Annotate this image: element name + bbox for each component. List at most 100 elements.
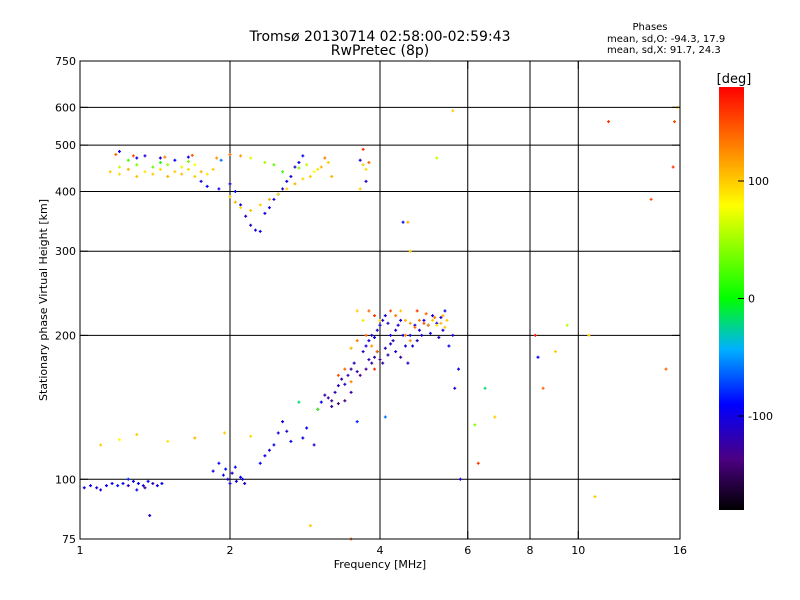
x-tick-label: 2 (227, 544, 234, 557)
data-point (378, 323, 382, 327)
data-point (443, 309, 447, 313)
data-point (399, 318, 403, 322)
data-point (155, 484, 159, 488)
colorbar-tick-label: -100 (748, 410, 773, 423)
colorbar-tick-label: 100 (748, 175, 769, 188)
data-point (234, 479, 238, 483)
data-point (323, 393, 327, 397)
data-point (166, 439, 170, 443)
data-point (361, 318, 365, 322)
data-point (408, 333, 412, 337)
data-point (453, 386, 457, 390)
data-point (267, 197, 271, 201)
data-point (671, 165, 675, 169)
data-point (383, 415, 387, 419)
data-point (399, 309, 403, 313)
data-point (428, 331, 432, 335)
data-point (408, 321, 412, 325)
data-point (364, 367, 368, 371)
data-point (381, 361, 385, 365)
data-point (367, 339, 371, 343)
data-point (215, 156, 219, 160)
data-point (375, 350, 379, 354)
data-point (364, 167, 368, 171)
x-tick-label: 16 (673, 544, 687, 557)
data-point (239, 203, 243, 207)
data-point (364, 179, 368, 183)
data-point (373, 355, 377, 359)
data-point (143, 170, 147, 174)
data-point (239, 154, 243, 158)
data-point (281, 187, 285, 191)
data-point (135, 488, 139, 492)
data-point (151, 172, 155, 176)
data-point (135, 163, 139, 167)
data-point (370, 333, 374, 337)
data-point (230, 471, 234, 475)
data-point (435, 323, 439, 327)
data-point (126, 484, 130, 488)
x-tick-label: 10 (571, 544, 585, 557)
data-point (186, 160, 190, 164)
data-point (649, 197, 653, 201)
data-point (383, 346, 387, 350)
data-point (233, 200, 237, 204)
data-point (114, 153, 118, 157)
chart-subtitle: RwPretec (8p) (331, 43, 429, 59)
data-point (361, 147, 365, 151)
data-point (110, 481, 114, 485)
data-point (439, 315, 443, 319)
data-point (417, 328, 421, 332)
data-point (343, 367, 347, 371)
data-point (367, 309, 371, 313)
data-point (312, 170, 316, 174)
data-point (126, 477, 130, 481)
data-point (158, 160, 162, 164)
data-point (536, 355, 540, 359)
data-point (370, 344, 374, 348)
data-point (364, 344, 368, 348)
data-point (163, 155, 167, 159)
data-point (336, 384, 340, 388)
x-tick-label: 6 (464, 544, 471, 557)
data-point (424, 312, 428, 316)
data-point (205, 184, 209, 188)
data-point (233, 465, 237, 469)
data-point (403, 344, 407, 348)
data-point (673, 120, 677, 124)
data-point (239, 475, 243, 479)
data-point (258, 229, 262, 233)
data-point (272, 197, 276, 201)
data-point (415, 339, 419, 343)
data-point (367, 358, 371, 362)
data-point (664, 367, 668, 371)
y-tick-label: 600 (55, 101, 76, 114)
data-point (276, 431, 280, 435)
x-tick-label: 4 (377, 544, 384, 557)
data-point (483, 386, 487, 390)
data-point (305, 163, 309, 167)
data-point (186, 155, 190, 159)
data-point (158, 167, 162, 171)
data-point (186, 167, 190, 171)
data-point (312, 443, 316, 447)
data-point (217, 187, 221, 191)
data-point (355, 309, 359, 313)
data-point (333, 390, 337, 394)
data-point (249, 209, 253, 213)
data-point (415, 309, 419, 313)
data-point (352, 361, 356, 365)
data-point (108, 170, 112, 174)
y-tick-label: 750 (55, 55, 76, 68)
data-point (293, 182, 297, 186)
data-point (117, 165, 121, 169)
data-point (166, 174, 170, 178)
data-point (228, 481, 232, 485)
data-point (131, 479, 135, 483)
data-point (293, 165, 297, 169)
data-point (228, 153, 232, 157)
data-point (221, 473, 225, 477)
data-point (285, 187, 289, 191)
data-point (408, 249, 412, 253)
